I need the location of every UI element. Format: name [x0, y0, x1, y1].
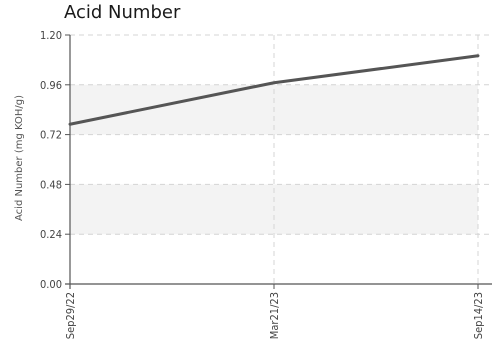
x-tick-label: Sep29/22	[64, 292, 77, 339]
y-tick-label: 0.48	[40, 178, 62, 191]
y-tick-labels: 0.00 0.24 0.48 0.72 0.96 1.20	[40, 29, 62, 291]
y-tick-label: 0.72	[40, 129, 62, 142]
axes	[65, 34, 492, 289]
series-lines	[68, 54, 480, 126]
y-axis-label: Acid Number (mg KOH/g)	[14, 95, 25, 221]
y-tick-label: 0.96	[40, 79, 62, 92]
chart-title: Acid Number	[64, 2, 181, 23]
y-tick-label: 0.24	[40, 228, 62, 241]
y-tick-label: 1.20	[40, 29, 62, 42]
x-tick-labels: Sep29/22 Mar21/23 Sep14/23	[64, 292, 485, 339]
series-line	[68, 54, 480, 126]
x-tick-label: Sep14/23	[472, 292, 485, 339]
grid-lines	[69, 34, 492, 285]
y-tick-label: 0.00	[40, 278, 62, 291]
x-tick-label: Mar21/23	[268, 292, 281, 339]
